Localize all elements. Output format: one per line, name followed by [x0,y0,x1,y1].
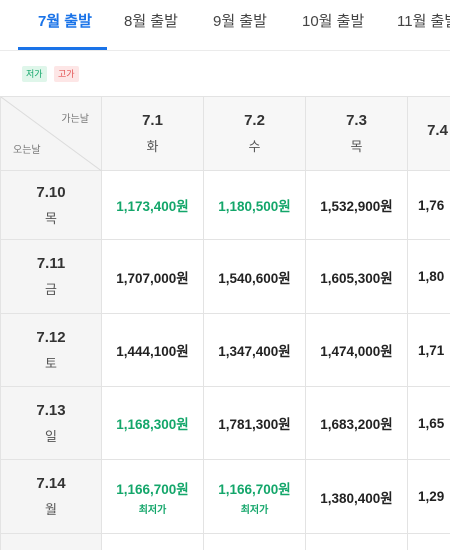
tab-november[interactable]: 11월 출발 [397,13,450,30]
fare-amount: 1,347,400원 [218,344,291,359]
fare-amount: 1,532,900원 [320,199,393,214]
departure-date: 7.2 [244,112,265,129]
fare-amount: 1,707,000원 [116,270,189,286]
fare-cell[interactable]: 1,380,400원 [306,460,408,534]
fare-amount: 1,683,200원 [320,417,393,432]
departure-date: 7.3 [346,112,367,129]
fare-amount: 1,168,300원 [116,417,189,432]
fare-amount: 1,166,700원 [218,481,291,497]
corner-diagonal [1,97,103,172]
fare-amount: 1,540,600원 [218,270,291,286]
lowest-price-label: 최저가 [138,504,167,516]
fare-cell[interactable]: 1,168,300원 [102,387,204,460]
fare-amount: 1,166,700원 [116,481,189,497]
fare-cell[interactable]: 1,605,300원 [306,240,408,314]
fare-cell[interactable]: 1,80 [408,240,450,314]
return-weekday: 월 [45,502,57,517]
tab-august[interactable]: 8월 출발 [124,13,178,30]
partial-row-cell [306,534,408,550]
fare-cell[interactable]: 1,173,400원 [102,171,204,240]
tab-october[interactable]: 10월 출발 [302,13,365,30]
fare-cell[interactable]: 1,781,300원 [204,387,306,460]
fare-cell[interactable]: 1,76 [408,171,450,240]
return-date-header: 7.11 금 [0,240,102,314]
fare-amount: 1,781,300원 [218,417,291,432]
fare-amount: 1,380,400원 [320,490,393,506]
partial-row-cell [102,534,204,550]
fare-amount: 1,71 [418,342,445,358]
return-date-header: 7.10 목 [0,171,102,240]
return-weekday: 금 [45,282,57,297]
departure-weekday: 수 [248,139,261,154]
fare-cell[interactable]: 1,180,500원 [204,171,306,240]
departure-date-header: 7.3 목 [306,96,408,171]
lowest-price-label: 최저가 [240,504,269,516]
return-date: 7.13 [36,401,66,419]
fare-cell[interactable]: 1,347,400원 [204,314,306,387]
high-price-badge: 고가 [54,66,79,82]
partial-row-cell [204,534,306,550]
return-date: 7.10 [36,183,66,201]
fare-amount: 1,29 [418,489,445,504]
fare-cell[interactable]: 1,444,100원 [102,314,204,387]
partial-row-cell [0,534,102,550]
return-axis-label: 오는날 [13,145,41,156]
fare-cell[interactable]: 1,29 [408,460,450,534]
fare-amount: 1,80 [418,269,445,284]
return-date: 7.14 [36,475,66,492]
fare-cell[interactable]: 1,540,600원 [204,240,306,314]
fare-amount: 1,605,300원 [320,270,393,286]
departure-weekday: 목 [350,139,363,154]
fare-cell[interactable]: 1,707,000원 [102,240,204,314]
tab-september[interactable]: 9월 출발 [213,13,267,30]
fare-amount: 1,65 [418,415,445,431]
return-date-header: 7.13 일 [0,387,102,460]
departure-date: 7.1 [142,112,163,129]
return-weekday: 토 [45,355,57,371]
return-date: 7.11 [36,255,66,272]
departure-date-header: 7.2 수 [204,96,306,171]
low-price-badge: 저가 [22,66,47,82]
tab-july[interactable]: 7월 출발 [38,13,92,30]
departure-date-header: 7.4 [408,96,450,171]
return-weekday: 일 [45,428,57,444]
month-tabs: 7월 출발 8월 출발 9월 출발 10월 출발 11월 출발 [0,0,450,51]
fare-cell[interactable]: 1,474,000원 [306,314,408,387]
departure-weekday: 화 [146,139,159,154]
return-date-header: 7.12 토 [0,314,102,387]
fare-cell[interactable]: 1,71 [408,314,450,387]
fare-cell[interactable]: 1,532,900원 [306,171,408,240]
departure-axis-label: 가는날 [61,114,89,125]
fare-amount: 1,173,400원 [116,199,189,214]
partial-row-cell [408,534,450,550]
departure-date-header: 7.1 화 [102,96,204,171]
active-tab-indicator [18,47,107,50]
return-weekday: 목 [45,210,57,226]
return-date: 7.12 [36,328,66,346]
fare-amount: 1,474,000원 [320,344,393,359]
fare-cell[interactable]: 1,65 [408,387,450,460]
fare-amount: 1,180,500원 [218,199,291,214]
return-date-header: 7.14 월 [0,460,102,534]
fare-amount: 1,444,100원 [116,344,189,359]
fare-amount: 1,76 [418,197,445,213]
departure-date: 7.4 [427,121,448,139]
fare-cell[interactable]: 1,683,200원 [306,387,408,460]
